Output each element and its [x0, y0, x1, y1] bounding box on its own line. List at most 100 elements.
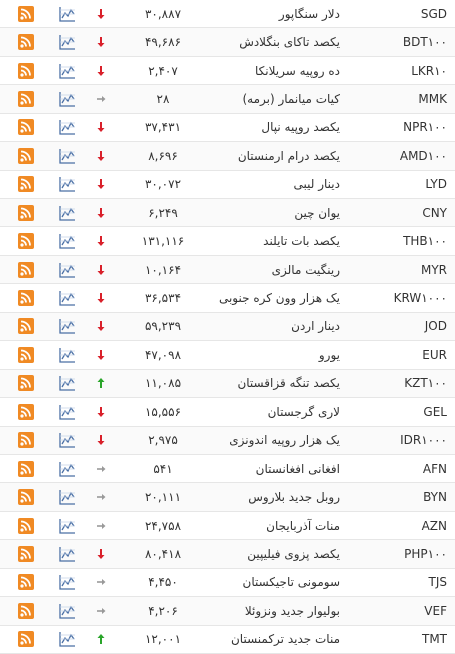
currency-row: BYN روبل جدید بلاروس ۲۰,۱۱۱: [0, 483, 455, 512]
chart-icon[interactable]: [58, 261, 76, 279]
currency-name: یکصد روپیه نپال: [261, 120, 340, 135]
chart-icon[interactable]: [58, 232, 76, 250]
currency-row: VEF بولیوار جدید ونزوئلا ۴,۲۰۶: [0, 597, 455, 626]
trend-arrow: [97, 579, 106, 586]
rss-icon[interactable]: [17, 289, 35, 307]
rss-icon[interactable]: [17, 602, 35, 620]
trend-arrow: [97, 634, 105, 645]
rate-value: ۴,۲۰۶: [148, 603, 178, 618]
rss-icon[interactable]: [17, 175, 35, 193]
chart-icon[interactable]: [58, 346, 76, 364]
rss-icon[interactable]: [17, 545, 35, 563]
trend-arrow: [97, 548, 105, 559]
rate-value: ۳۶,۵۳۴: [144, 291, 182, 306]
chart-icon[interactable]: [58, 147, 76, 165]
currency-row: CNY یوان چین ۶,۲۴۹: [0, 199, 455, 228]
currency-name: دینار اردن: [291, 319, 340, 334]
currency-row: TMT منات جدید ترکمنستان ۱۲,۰۰۱: [0, 626, 455, 654]
chart-icon[interactable]: [58, 431, 76, 449]
rss-icon[interactable]: [17, 374, 35, 392]
rss-icon[interactable]: [17, 403, 35, 421]
rate-value: ۲۰,۱۱۱: [144, 490, 182, 505]
rss-icon[interactable]: [17, 317, 35, 335]
rss-icon[interactable]: [17, 118, 35, 136]
currency-code: TMT: [421, 632, 447, 647]
trend-arrow: [97, 406, 105, 417]
currency-name: یکصد درام ارمنستان: [237, 148, 340, 163]
rss-icon[interactable]: [17, 431, 35, 449]
rate-value: ۶,۲۴۹: [148, 205, 178, 220]
currency-row: SGD دلار سنگاپور ۳۰,۸۸۷: [0, 0, 455, 29]
chart-icon[interactable]: [58, 90, 76, 108]
rate-value: ۱۵,۵۵۶: [144, 404, 182, 419]
rss-icon[interactable]: [17, 573, 35, 591]
currency-name: رینگیت مالزی: [271, 262, 340, 277]
rss-icon[interactable]: [17, 488, 35, 506]
rss-icon[interactable]: [17, 261, 35, 279]
rate-value: ۱۰,۱۶۴: [144, 262, 182, 277]
currency-row: LYD دینار لیبی ۳۰,۰۷۲: [0, 171, 455, 200]
chart-icon[interactable]: [58, 403, 76, 421]
chart-icon[interactable]: [58, 630, 76, 648]
currency-code: LKR۱۰: [411, 63, 447, 78]
trend-arrow: [97, 96, 106, 102]
rate-value: ۸,۶۹۶: [148, 148, 178, 163]
currency-code: BYN: [423, 490, 447, 505]
rate-value: ۱۲,۰۰۱: [144, 632, 182, 647]
currency-code: BDT۱۰۰: [402, 35, 447, 50]
currency-code: IDR۱۰۰۰: [400, 433, 447, 448]
chart-icon[interactable]: [58, 573, 76, 591]
rate-value: ۱۱,۰۸۵: [144, 376, 182, 391]
rate-value: ۳۷,۴۳۱: [144, 120, 182, 135]
rss-icon[interactable]: [17, 62, 35, 80]
currency-name: یک هزار وون کره جنوبی: [218, 291, 340, 306]
chart-icon[interactable]: [58, 488, 76, 506]
currency-code: KZT۱۰۰: [404, 376, 447, 391]
rss-icon[interactable]: [17, 204, 35, 222]
rate-value: ۵۴۱: [153, 461, 173, 476]
currency-name: روبل جدید بلاروس: [248, 490, 340, 505]
trend-arrow: [97, 465, 106, 472]
rate-value: ۲۴,۷۵۸: [144, 518, 182, 533]
rss-icon[interactable]: [17, 232, 35, 250]
rate-value: ۸۰,۴۱۸: [144, 546, 182, 561]
trend-arrow: [97, 122, 105, 133]
currency-code: THB۱۰۰: [403, 234, 447, 249]
currency-row: LKR۱۰ ده روپیه سریلانکا ۲,۴۰۷: [0, 57, 455, 86]
chart-icon[interactable]: [58, 545, 76, 563]
currency-code: AZN: [421, 518, 447, 533]
rss-icon[interactable]: [17, 517, 35, 535]
rss-icon[interactable]: [17, 33, 35, 51]
currency-name: دینار لیبی: [293, 177, 340, 192]
chart-icon[interactable]: [58, 289, 76, 307]
currency-code: MMK: [418, 92, 447, 106]
trend-arrow: [97, 349, 105, 360]
rss-icon[interactable]: [17, 630, 35, 648]
currency-code: AFN: [422, 461, 447, 476]
rss-icon[interactable]: [17, 90, 35, 108]
chart-icon[interactable]: [58, 517, 76, 535]
chart-icon[interactable]: [58, 460, 76, 478]
rss-icon[interactable]: [17, 460, 35, 478]
chart-icon[interactable]: [58, 374, 76, 392]
rss-icon[interactable]: [17, 346, 35, 364]
rss-icon[interactable]: [17, 147, 35, 165]
chart-icon[interactable]: [58, 602, 76, 620]
chart-icon[interactable]: [58, 175, 76, 193]
chart-icon[interactable]: [58, 5, 76, 23]
currency-name: کیات میانمار (برمه): [242, 92, 340, 106]
trend-arrow: [97, 65, 105, 76]
currency-name: یک هزار روپیه اندونزی: [229, 433, 340, 448]
currency-name: لاری گرجستان: [267, 404, 340, 419]
chart-icon[interactable]: [58, 118, 76, 136]
chart-icon[interactable]: [58, 33, 76, 51]
rss-icon[interactable]: [17, 5, 35, 23]
currency-row: AFN افغانی افغانستان ۵۴۱: [0, 455, 455, 484]
chart-icon[interactable]: [58, 204, 76, 222]
rate-value: ۳۰,۰۷۲: [144, 177, 182, 192]
currency-name: یکصد تنگه قزاقستان: [237, 376, 340, 391]
chart-icon[interactable]: [58, 62, 76, 80]
currency-row: EUR یورو ۴۷,۰۹۸: [0, 341, 455, 370]
currency-code: SGD: [420, 6, 447, 21]
chart-icon[interactable]: [58, 317, 76, 335]
